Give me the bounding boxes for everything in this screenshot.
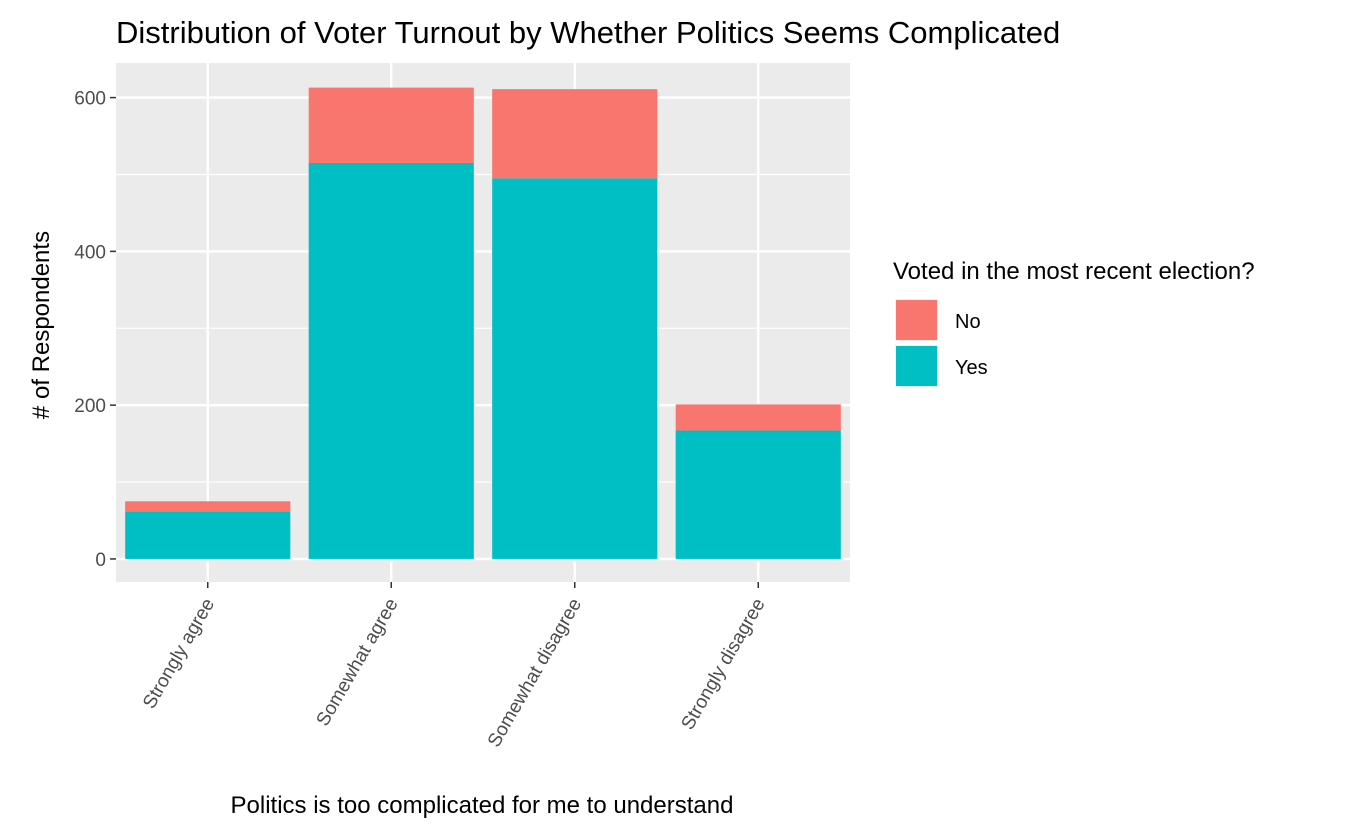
x-tick-label: Strongly disagree bbox=[677, 595, 769, 734]
legend: Voted in the most recent election? No Yes bbox=[893, 258, 1255, 387]
y-axis: 0 200 400 600 bbox=[74, 89, 116, 571]
x-axis: Strongly agree Somewhat agree Somewhat dis… bbox=[139, 582, 770, 751]
bar-no-3 bbox=[675, 404, 841, 431]
x-axis-title: Politics is too complicated for me to un… bbox=[231, 792, 734, 819]
y-tick-label: 400 bbox=[74, 242, 106, 263]
x-tick-label: Strongly agree bbox=[139, 595, 219, 713]
x-tick-label: Somewhat agree bbox=[313, 595, 403, 730]
bar-yes-2 bbox=[492, 178, 658, 559]
bar-no-0 bbox=[125, 501, 291, 512]
legend-swatch-yes bbox=[896, 346, 937, 386]
bar-no-2 bbox=[492, 89, 658, 179]
y-tick-label: 0 bbox=[95, 550, 106, 571]
y-axis-title: # of Respondents bbox=[28, 231, 55, 419]
y-tick-label: 200 bbox=[74, 396, 106, 417]
legend-entries: No Yes bbox=[895, 299, 988, 387]
bars bbox=[125, 87, 841, 559]
bar-yes-1 bbox=[308, 162, 474, 559]
bar-yes-3 bbox=[675, 430, 841, 559]
legend-label-yes: Yes bbox=[955, 357, 988, 379]
bar-no-1 bbox=[308, 87, 474, 163]
bar-yes-0 bbox=[125, 511, 291, 559]
legend-swatch-no bbox=[896, 300, 937, 340]
y-tick-label: 600 bbox=[74, 89, 106, 110]
legend-title: Voted in the most recent election? bbox=[893, 258, 1255, 285]
chart-title: Distribution of Voter Turnout by Whether… bbox=[116, 15, 1060, 50]
legend-label-no: No bbox=[955, 311, 981, 333]
x-tick-label: Somewhat disagree bbox=[484, 595, 586, 751]
